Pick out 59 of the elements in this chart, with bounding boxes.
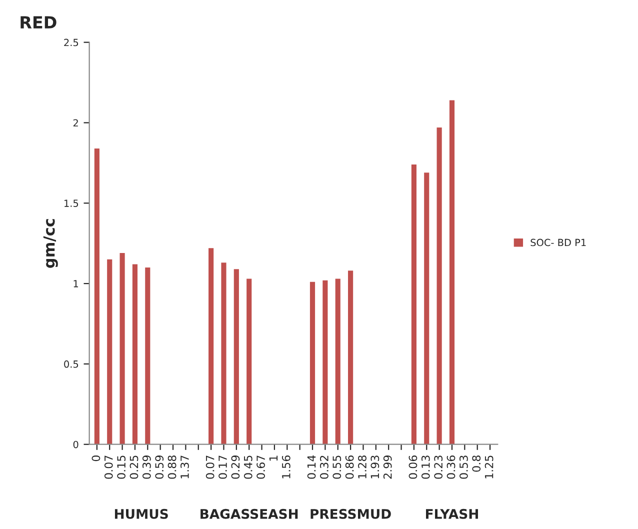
- x-tick-label: 0.06: [408, 455, 418, 479]
- x-tick-label: 0.59: [155, 456, 164, 479]
- y-axis-title: gm/cc: [43, 219, 58, 268]
- bar: [246, 278, 252, 444]
- text: PRESSMUD: [310, 508, 391, 519]
- x-tick-label: 0.45: [244, 456, 252, 479]
- x-tick-label: 0.39: [142, 456, 151, 479]
- x-tick-label: 1.37: [180, 456, 189, 478]
- y-tick-label: 2: [73, 119, 78, 126]
- x-tick-label: 0.25: [130, 456, 138, 479]
- text: BAGASSEASH: [200, 508, 298, 519]
- x-tick-label: 0.17: [218, 456, 227, 479]
- y-tick-label: 1: [74, 280, 78, 288]
- x-tick-label: 1: [269, 456, 278, 461]
- x-tick-label: 0.15: [117, 456, 126, 479]
- bar: [208, 248, 214, 444]
- x-tick-label: 1.28: [358, 456, 366, 478]
- x-tick-label: 0.53: [459, 456, 468, 479]
- chart-title: RED: [20, 16, 56, 28]
- bar: [449, 100, 455, 444]
- x-tick-label: 1.56: [282, 455, 290, 478]
- y-tick-label: 1.5: [64, 200, 78, 207]
- x-tick-label: 0.86: [345, 455, 354, 479]
- x-tick-label: 0.67: [256, 456, 265, 479]
- bar: [322, 280, 328, 444]
- x-tick-label: 2.99: [383, 456, 392, 479]
- bar: [348, 270, 354, 444]
- bar: [120, 252, 125, 444]
- bar: [221, 262, 226, 444]
- x-tick-label: 0.55: [332, 456, 342, 479]
- legend-label: SOC- BD P1: [530, 238, 586, 246]
- x-tick-label: 0.88: [168, 456, 176, 479]
- x-tick-label: 0.23: [434, 456, 443, 479]
- x-tick-label: 0.13: [421, 456, 430, 479]
- x-tick-label: 1.25: [484, 456, 494, 478]
- bar: [411, 164, 416, 444]
- text: HUMUS: [114, 508, 168, 519]
- bar: [310, 282, 316, 444]
- x-tick-label: 1.93: [370, 456, 380, 478]
- y-tick-label: 2.5: [64, 38, 78, 46]
- bar: [145, 267, 150, 444]
- x-tick-label: 0.14: [307, 455, 316, 479]
- x-tick-label: 0.32: [320, 456, 328, 479]
- bar: [107, 259, 112, 444]
- bar: [424, 172, 430, 444]
- y-tick-label: 0: [73, 440, 78, 448]
- text: FLYASH: [426, 508, 478, 519]
- x-tick-label: 0: [92, 456, 100, 462]
- x-tick-label: 0.36: [446, 455, 456, 479]
- y-tick-label: 0.5: [64, 360, 78, 368]
- bar: [234, 269, 239, 444]
- bar: [132, 264, 138, 444]
- x-tick-label: 0.07: [104, 456, 113, 479]
- bar: [335, 278, 340, 444]
- bar: [94, 148, 100, 444]
- x-tick-label: 0.07: [206, 456, 214, 479]
- x-tick-label: 0.29: [231, 456, 240, 479]
- x-tick-label: 0.8: [472, 456, 481, 472]
- bar: [436, 128, 442, 444]
